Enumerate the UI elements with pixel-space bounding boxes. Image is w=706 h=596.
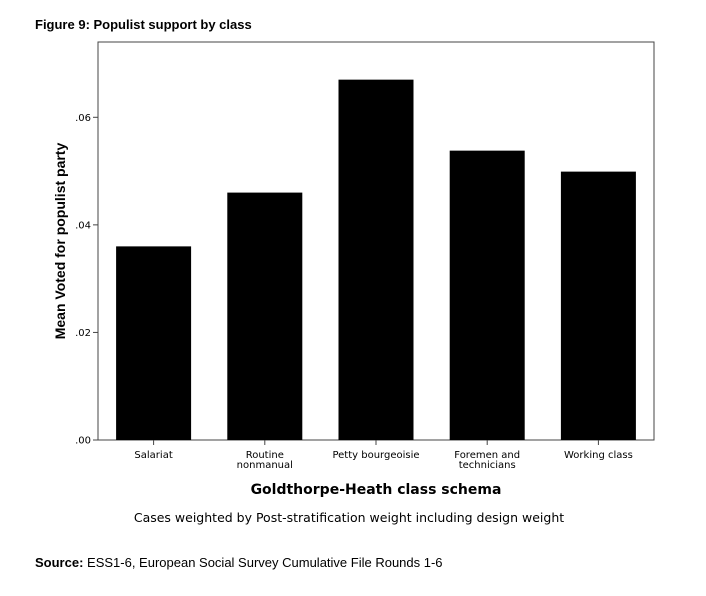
y-axis-label: Mean Voted for populist party xyxy=(52,143,68,340)
y-axis: .00 .02 .04 .06 xyxy=(75,113,98,447)
bar-chart: .00 .02 .04 .06 Salariat Routine nonmanual Pet… xyxy=(52,41,655,525)
x-tick-label: Salariat xyxy=(134,450,172,461)
bar xyxy=(116,246,192,440)
figure-title: Figure 9: Populist support by class xyxy=(35,17,252,32)
x-tick-label: Working class xyxy=(564,450,633,461)
source-label: Source: xyxy=(35,555,84,570)
source-note: Source: ESS1-6, European Social Survey C… xyxy=(35,555,443,570)
x-tick-label: Foremen and technicians xyxy=(454,450,520,471)
weighting-caption: Cases weighted by Post-stratification we… xyxy=(134,510,564,525)
bar xyxy=(338,79,414,440)
y-tick-label: .04 xyxy=(75,220,91,231)
bar xyxy=(227,192,303,440)
x-tick-label: Petty bourgeoisie xyxy=(332,450,419,461)
source-text: ESS1-6, European Social Survey Cumulativ… xyxy=(83,555,443,570)
bar xyxy=(449,150,525,440)
x-axis: Salariat Routine nonmanual Petty bourgeoisi… xyxy=(134,440,633,471)
y-tick-label: .06 xyxy=(75,113,91,124)
x-axis-label: Goldthorpe-Heath class schema xyxy=(251,482,502,498)
y-tick-label: .00 xyxy=(75,436,91,447)
bars-group xyxy=(116,79,636,441)
x-tick-label: Routine nonmanual xyxy=(237,450,293,471)
y-tick-label: .02 xyxy=(75,328,91,339)
bar xyxy=(560,171,636,441)
